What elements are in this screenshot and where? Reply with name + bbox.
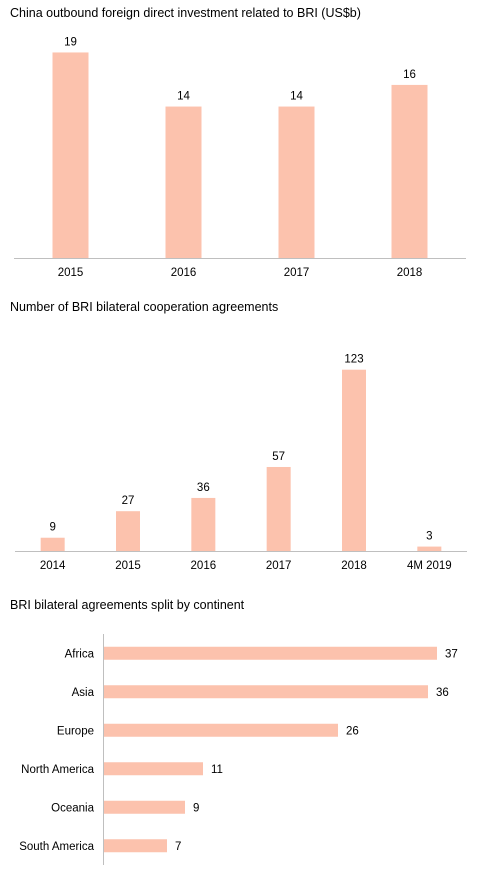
continent-data-label: 37 [445,648,458,660]
fdi-tick-label: 2015 [58,267,84,279]
agreements-data-label: 36 [197,482,210,494]
continent-data-label: 9 [193,802,199,814]
continent-bar-europe [104,723,338,737]
continent-tick-label: Oceania [51,802,94,814]
chart-agreements: 9 2014 27 2015 36 2016 57 2017 123 2018 3 4M 2019 [15,354,467,572]
continent-tick-label: Africa [65,648,95,660]
fdi-data-label: 19 [64,36,77,48]
fdi-data-label: 14 [177,91,190,103]
agreements-tick-label: 2014 [40,560,66,572]
chart-1-title: China outbound foreign direct investment… [10,6,361,20]
chart-3-title: BRI bilateral agreements split by contin… [10,598,245,612]
agreements-bar-2018 [342,369,366,551]
fdi-tick-label: 2018 [397,267,423,279]
fdi-tick-label: 2017 [284,267,310,279]
continent-data-label: 26 [346,725,359,737]
continent-bar-south-america [104,839,167,853]
agreements-tick-label: 2017 [266,560,292,572]
agreements-tick-label: 2016 [191,560,217,572]
agreements-data-label: 3 [426,531,432,543]
agreements-tick-label: 2018 [341,560,367,572]
fdi-bar-2018 [391,84,428,258]
continent-bar-oceania [104,800,185,814]
agreements-bar-2014 [40,537,65,551]
agreements-bar-4m-2019 [417,546,442,551]
continent-data-label: 7 [175,841,181,853]
continent-data-label: 11 [211,764,223,776]
continent-tick-label: South America [19,841,94,853]
continent-bar-north-america [104,762,203,776]
fdi-bar-2016 [165,106,202,258]
continent-data-label: 36 [436,687,449,699]
agreements-data-label: 9 [49,522,55,534]
agreements-data-label: 27 [122,495,135,507]
agreements-bar-2016 [191,497,216,551]
chart-2-title: Number of BRI bilateral cooperation agre… [10,300,279,314]
fdi-tick-label: 2016 [171,267,197,279]
continent-tick-label: Europe [57,725,94,737]
agreements-bar-2017 [266,466,291,551]
continent-tick-label: North America [21,764,94,776]
fdi-bar-2017 [278,106,315,258]
continent-bar-asia [104,685,428,699]
fdi-data-label: 16 [403,69,416,81]
continent-tick-label: Asia [72,687,95,699]
continent-bar-africa [104,646,437,660]
agreements-data-label: 57 [272,451,285,463]
agreements-tick-label: 2015 [115,560,141,572]
agreements-bar-2015 [116,511,140,551]
fdi-data-label: 14 [290,91,303,103]
fdi-bar-2015 [52,52,89,258]
chart-continents: 37 Africa 36 Asia 26 Europe 11 North America 9 Oc… [19,634,458,865]
agreements-data-label: 123 [344,354,363,366]
chart-fdi: 19 2015 14 2016 14 2017 16 2018 [14,36,466,279]
agreements-tick-label: 4M 2019 [407,560,452,572]
